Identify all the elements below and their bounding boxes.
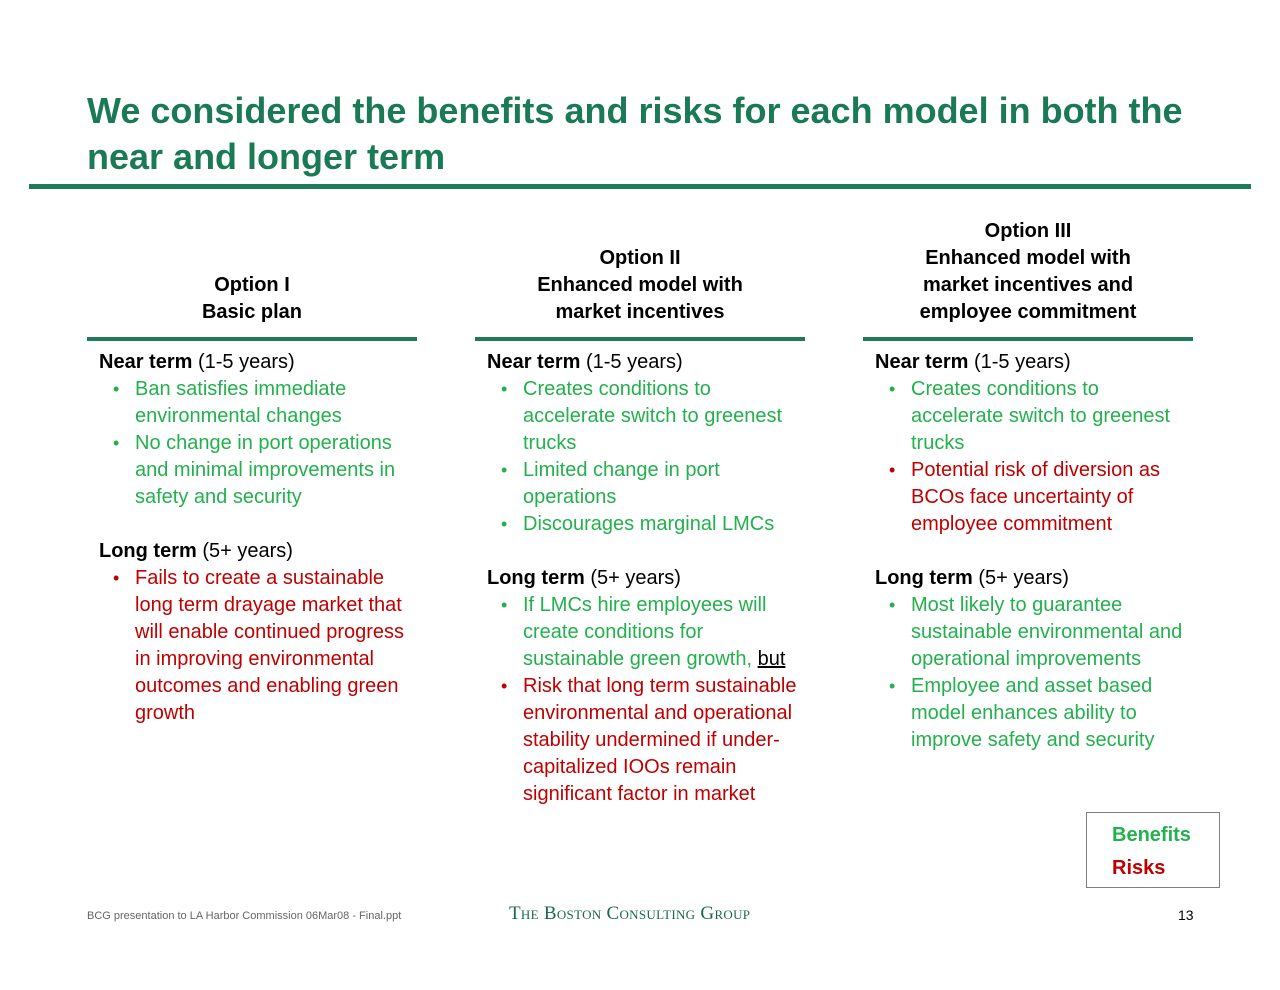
long-term-heading: Long term (5+ years): [487, 565, 805, 592]
option-heading: Option I Basic plan: [87, 216, 417, 337]
term-label: Long term: [487, 567, 585, 589]
long-term-list: Fails to create a sustainable long term …: [99, 565, 417, 727]
near-term-list: Creates conditions to accelerate switch …: [487, 376, 805, 538]
option-divider: [87, 337, 417, 341]
term-label: Near term: [99, 351, 193, 373]
long-term-heading: Long term (5+ years): [99, 538, 417, 565]
risk-item: Potential risk of diversion as BCOs face…: [875, 457, 1193, 538]
item-text: Creates conditions to accelerate switch …: [911, 378, 1171, 454]
option-body: Near term (1-5 years)Creates conditions …: [863, 341, 1193, 754]
risk-item: Risk that long term sustainable environm…: [487, 673, 805, 808]
term-label: Near term: [875, 351, 969, 373]
footer-source: BCG presentation to LA Harbor Commission…: [87, 910, 402, 922]
option-column: Option II Enhanced model with market incen…: [475, 216, 805, 808]
benefit-item: Limited change in port operations: [487, 457, 805, 511]
item-text: No change in port operations and minimal…: [135, 432, 396, 508]
option-heading-line: Option III: [984, 220, 1072, 242]
near-term-heading: Near term (1-5 years): [99, 349, 417, 376]
benefit-item: Ban satisfies immediate environmental ch…: [99, 376, 417, 430]
term-label: Long term: [99, 540, 197, 562]
item-text: Ban satisfies immediate environmental ch…: [135, 378, 347, 427]
legend-risks: Risks: [1112, 857, 1166, 879]
slide-title: We considered the benefits and risks for…: [87, 90, 1183, 177]
legend-benefits: Benefits: [1112, 824, 1191, 846]
option-heading-line: Enhanced model with: [537, 274, 743, 296]
section-spacer: [99, 511, 417, 538]
term-label: Near term: [487, 351, 581, 373]
section-spacer: [875, 538, 1193, 565]
page-number: 13: [1178, 907, 1194, 923]
item-text: Risk that long term sustainable environm…: [523, 675, 797, 805]
section-spacer: [487, 538, 805, 565]
item-text: Fails to create a sustainable long term …: [135, 567, 405, 724]
option-body: Near term (1-5 years)Ban satisfies immed…: [87, 341, 417, 727]
long-term-list: Most likely to guarantee sustainable env…: [875, 592, 1193, 754]
option-column: Option III Enhanced model with market ince…: [863, 216, 1193, 754]
title-divider: [29, 184, 1251, 189]
item-text: If LMCs hire employees will create condi…: [523, 594, 767, 670]
option-heading: Option III Enhanced model with market ince…: [863, 216, 1193, 337]
benefit-item: If LMCs hire employees will create condi…: [487, 592, 805, 673]
option-heading-line: Enhanced model with: [925, 247, 1131, 269]
long-term-heading: Long term (5+ years): [875, 565, 1193, 592]
item-emphasis: but: [757, 648, 786, 670]
option-heading-line: Option II: [599, 247, 681, 269]
option-heading-line: employee commitment: [919, 301, 1137, 323]
term-range: (5+ years): [584, 567, 681, 589]
near-term-list: Ban satisfies immediate environmental ch…: [99, 376, 417, 511]
benefit-item: Creates conditions to accelerate switch …: [487, 376, 805, 457]
option-heading-line: Option I: [214, 274, 290, 296]
near-term-list: Creates conditions to accelerate switch …: [875, 376, 1193, 538]
item-text: Most likely to guarantee sustainable env…: [911, 594, 1183, 670]
long-term-list: If LMCs hire employees will create condi…: [487, 592, 805, 808]
item-text: Employee and asset based model enhances …: [911, 675, 1155, 751]
item-text: Discourages marginal LMCs: [523, 513, 775, 535]
option-heading-line: Basic plan: [201, 301, 303, 323]
benefit-item: No change in port operations and minimal…: [99, 430, 417, 511]
near-term-heading: Near term (1-5 years): [487, 349, 805, 376]
benefit-item: Creates conditions to accelerate switch …: [875, 376, 1193, 457]
item-text: Potential risk of diversion as BCOs face…: [911, 459, 1161, 535]
option-divider: [863, 337, 1193, 341]
option-divider: [475, 337, 805, 341]
term-range: (5+ years): [196, 540, 293, 562]
legend: Benefits Risks: [1086, 812, 1220, 888]
benefit-item: Discourages marginal LMCs: [487, 511, 805, 538]
risk-item: Fails to create a sustainable long term …: [99, 565, 417, 727]
option-heading-line: market incentives: [555, 301, 725, 323]
term-range: (1-5 years): [192, 351, 295, 373]
benefit-item: Employee and asset based model enhances …: [875, 673, 1193, 754]
benefit-item: Most likely to guarantee sustainable env…: [875, 592, 1193, 673]
item-text: Creates conditions to accelerate switch …: [523, 378, 783, 454]
term-range: (5+ years): [972, 567, 1069, 589]
company-logo: The Boston Consulting Group: [509, 903, 751, 924]
option-body: Near term (1-5 years)Creates conditions …: [475, 341, 805, 808]
term-range: (1-5 years): [968, 351, 1071, 373]
item-text: Limited change in port operations: [523, 459, 720, 508]
term-label: Long term: [875, 567, 973, 589]
near-term-heading: Near term (1-5 years): [875, 349, 1193, 376]
term-range: (1-5 years): [580, 351, 683, 373]
option-heading: Option II Enhanced model with market incen…: [475, 216, 805, 337]
option-heading-line: market incentives and: [922, 274, 1134, 296]
